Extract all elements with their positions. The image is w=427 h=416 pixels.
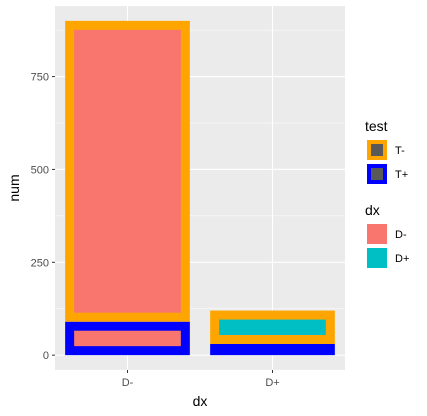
y-tick-label: 500 — [31, 164, 49, 176]
legend-key — [367, 248, 387, 268]
legend-key — [367, 224, 387, 244]
x-tick-label: D- — [122, 377, 134, 389]
legend-label: D- — [395, 229, 407, 241]
x-axis: D- D+ — [122, 370, 280, 389]
legend-key — [367, 164, 387, 184]
legend-label: T- — [395, 145, 405, 157]
legend-label: D+ — [395, 253, 409, 265]
bar-D+-T+ — [210, 344, 335, 356]
y-tick-label: 250 — [31, 257, 49, 269]
x-tick-label: D+ — [265, 377, 279, 389]
x-axis-title: dx — [193, 393, 208, 409]
bar-D--T+ — [65, 321, 190, 356]
y-tick-label: 750 — [31, 72, 49, 84]
y-axis: 0 250 500 750 — [31, 72, 55, 362]
y-tick-label: 0 — [43, 350, 49, 362]
bars — [65, 20, 335, 356]
bar-D--T- — [65, 20, 190, 322]
legend-title: dx — [365, 202, 380, 218]
legend: test T- T+ dx D- D+ — [365, 118, 409, 268]
legend-label: T+ — [395, 169, 408, 181]
legend-key — [367, 140, 387, 160]
legend-dx: dx D- D+ — [365, 202, 409, 268]
bar-D+-T- — [210, 310, 335, 345]
legend-title: test — [365, 118, 388, 134]
y-axis-title: num — [6, 174, 22, 201]
legend-test: test T- T+ — [365, 118, 408, 184]
